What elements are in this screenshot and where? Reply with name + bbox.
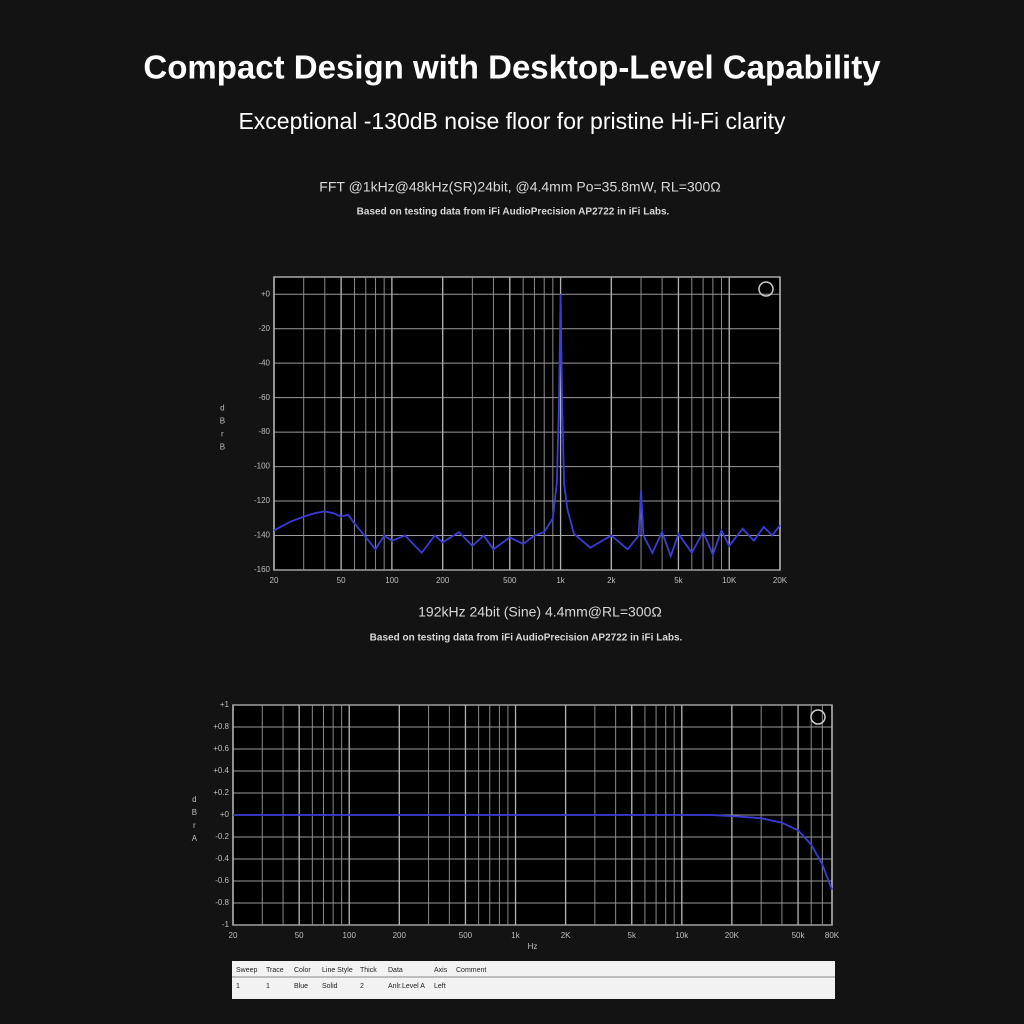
x-tick-label: 1k — [556, 576, 565, 585]
y-tick-label: -160 — [254, 565, 271, 574]
y-tick-label: -120 — [254, 496, 271, 505]
table-bg — [232, 961, 835, 999]
y-tick-label: +0.6 — [213, 744, 229, 753]
y-tick-label: +0.4 — [213, 766, 229, 775]
title: Compact Design with Desktop-Level Capabi… — [143, 49, 881, 86]
y-tick-label: -40 — [258, 358, 270, 367]
table-cell: Anlr.Level A — [388, 983, 425, 990]
logo-ring — [758, 281, 774, 297]
table-cell: Blue — [294, 983, 308, 990]
y-tick-label: -20 — [258, 324, 270, 333]
y-axis-label: dBrB — [218, 404, 227, 456]
x-tick-label: 2k — [607, 576, 616, 585]
y-tick-label: -140 — [254, 531, 271, 540]
y-axis-label: dBrA — [190, 795, 199, 847]
y-tick-label: +0 — [261, 289, 271, 298]
x-tick-label: 10K — [722, 576, 737, 585]
table-header: Axis — [434, 967, 448, 974]
x-tick-label: 20K — [773, 576, 788, 585]
x-tick-label: 20 — [270, 576, 279, 585]
plot-area — [273, 276, 781, 571]
x-tick-label: 20 — [229, 931, 238, 940]
x-axis-label: Hz — [528, 942, 538, 951]
table-header: Sweep — [236, 967, 258, 974]
x-tick-label: 1k — [511, 931, 520, 940]
x-tick-label: 5k — [674, 576, 683, 585]
x-tick-label: 80K — [825, 931, 840, 940]
y-tick-label: -0.2 — [215, 832, 229, 841]
x-tick-label: 100 — [343, 931, 357, 940]
logo — [810, 709, 826, 725]
y-tick-label: -0.6 — [215, 876, 229, 885]
table-cell: 2 — [360, 983, 364, 990]
table-header: Data — [388, 967, 403, 974]
table: Sweep Trace Color Line Style Thick Data Axis Co… — [232, 961, 835, 999]
y-tick-label: -1 — [222, 920, 230, 929]
logo — [758, 281, 774, 297]
y-tick-label: -80 — [258, 427, 270, 436]
x-tick-label: 2K — [561, 931, 571, 940]
table-cell: Solid — [322, 983, 338, 990]
x-tick-label: 500 — [503, 576, 517, 585]
x-tick-label: 50k — [792, 931, 806, 940]
table-header: Thick — [360, 967, 377, 974]
x-tick-label: 20K — [725, 931, 740, 940]
chart-title: 192kHz 24bit (Sine) 4.4mm@RL=300Ω — [418, 604, 662, 620]
line — [233, 814, 833, 891]
x-tick-label: 50 — [337, 576, 346, 585]
table-header: Trace — [266, 967, 284, 974]
table-cell: 1 — [266, 983, 270, 990]
y-tick-label: -100 — [254, 462, 271, 471]
chart-title: FFT @1kHz@48kHz(SR)24bit, @4.4mm Po=35.8… — [319, 179, 720, 195]
x-tick-label: 500 — [459, 931, 473, 940]
table-header: Comment — [456, 967, 486, 974]
table-cell: Left — [434, 983, 446, 990]
y-tick-label: -0.8 — [215, 898, 229, 907]
x-tick-label: 200 — [436, 576, 450, 585]
y-tick-label: -60 — [258, 393, 270, 402]
x-tick-label: 100 — [385, 576, 399, 585]
table-cell: 1 — [236, 983, 240, 990]
y-tick-label: +0.2 — [213, 788, 229, 797]
x-tick-label: 5k — [628, 931, 637, 940]
y-tick-label: +0 — [220, 810, 230, 819]
chart-subtitle: Based on testing data from iFi AudioPrec… — [357, 207, 670, 218]
y-tick-label: -0.4 — [215, 854, 229, 863]
x-tick-label: 200 — [393, 931, 407, 940]
logo-ring — [810, 709, 826, 725]
chart-subtitle: Based on testing data from iFi AudioPrec… — [370, 633, 683, 644]
x-tick-label: 50 — [295, 931, 304, 940]
table-header: Line Style — [322, 967, 353, 974]
x-tick-label: 10k — [675, 931, 689, 940]
line — [273, 294, 781, 559]
table-header: Color — [294, 967, 311, 974]
y-tick-label: +0.8 — [213, 722, 229, 731]
subtitle: Exceptional -130dB noise floor for prist… — [238, 108, 786, 134]
y-tick-label: +1 — [220, 700, 230, 709]
